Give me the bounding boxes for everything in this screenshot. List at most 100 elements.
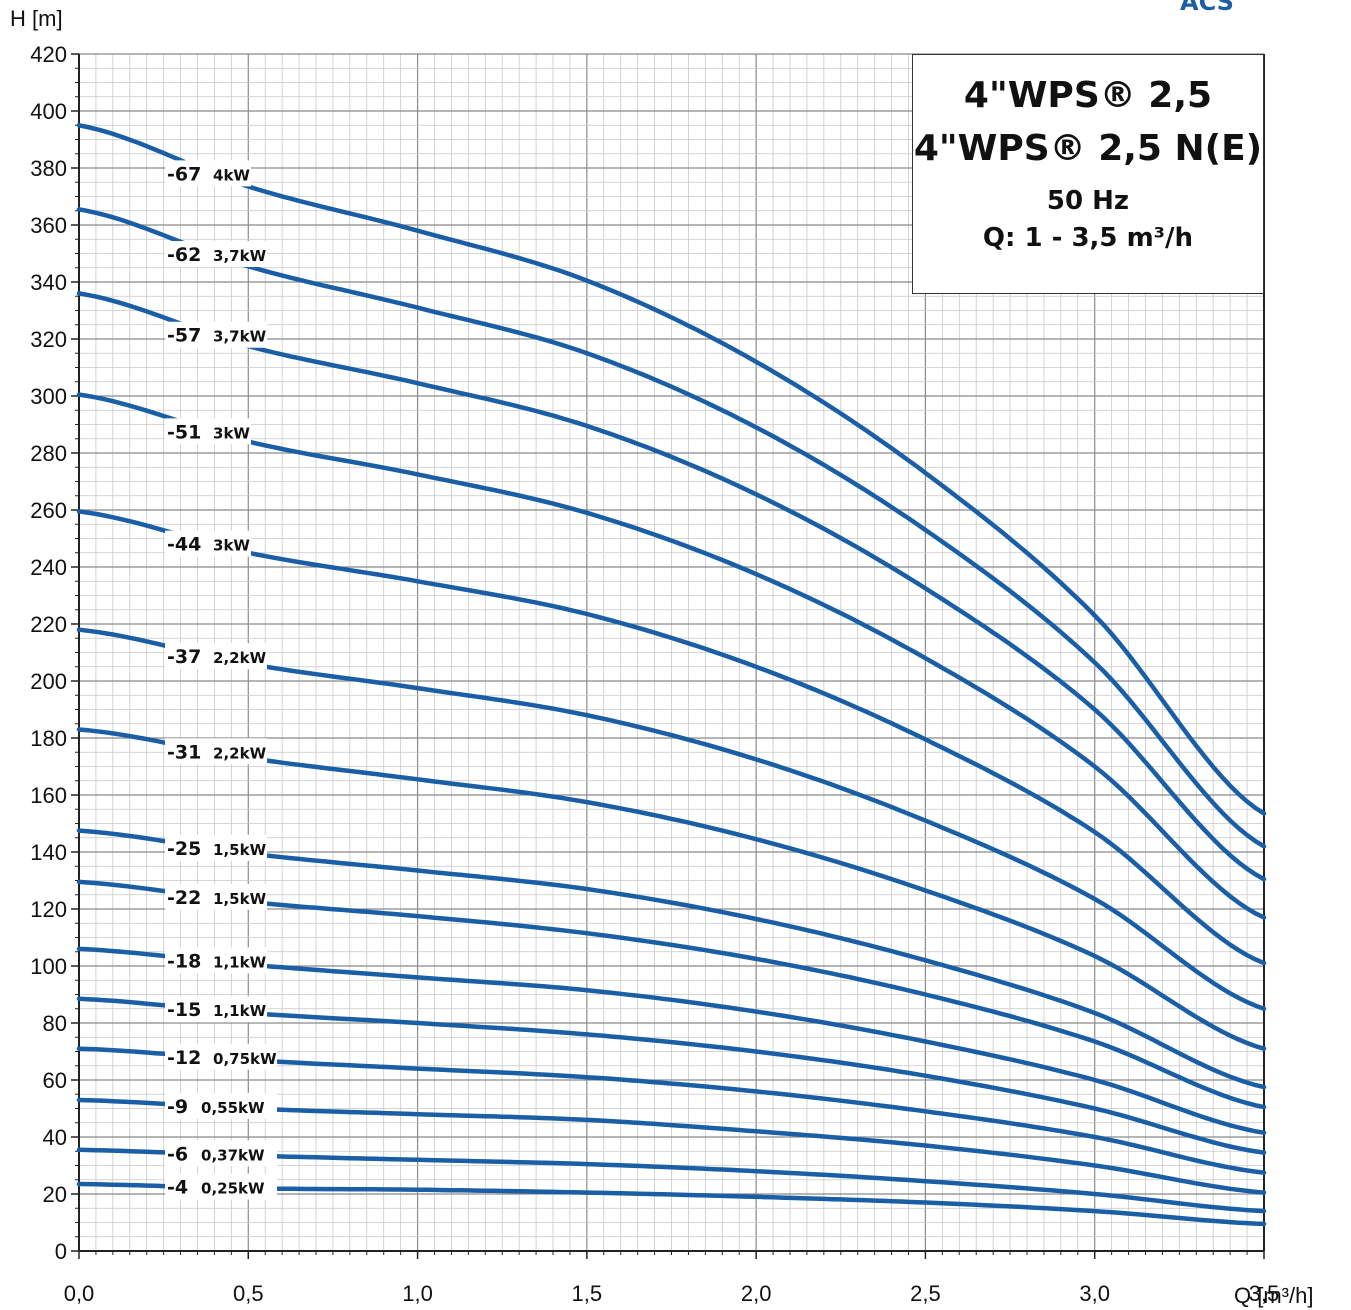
series-line-stage-67	[76, 123, 1267, 816]
series-line-stage-18	[76, 946, 1267, 1135]
series-line-stage-51	[76, 392, 1267, 920]
x-tick-label: 2,5	[910, 1281, 941, 1306]
x-tick-label: 1,0	[402, 1281, 433, 1306]
series-stage-label: -12	[167, 1047, 201, 1069]
series-label: -22 1,5kW	[165, 883, 268, 910]
x-axis-title: Q [m³/h]	[1234, 1283, 1313, 1308]
axes: 0 20 40 60 80 100 120 140 160 180 200 220 240 260 280 3…	[30, 42, 1279, 1306]
series-power-label: 3,7kW	[213, 328, 267, 346]
y-tick-label: 160	[30, 783, 67, 808]
y-tick-label: 40	[43, 1125, 67, 1150]
series-label: -51 3kW	[165, 418, 252, 445]
series-stage-label: -31	[167, 741, 201, 763]
series-power-label: 0,55kW	[201, 1099, 265, 1117]
y-tick-label: 120	[30, 897, 67, 922]
series-label: -25 1,5kW	[165, 834, 268, 861]
series-power-label: 1,1kW	[213, 1002, 267, 1020]
series-stage-label: -37	[167, 646, 201, 668]
y-tick-label: 180	[30, 726, 67, 751]
series-label-bg	[165, 1092, 278, 1119]
series-label: -4 0,25kW	[165, 1173, 278, 1200]
series-power-label: 1,1kW	[213, 953, 267, 971]
series-power-label: 4kW	[213, 166, 250, 184]
series-label: -62 3,7kW	[165, 241, 268, 268]
series-stage-label: -6	[167, 1143, 188, 1165]
x-tick-label: 0,5	[233, 1281, 264, 1306]
series-label: -44 3kW	[165, 530, 252, 557]
chart-title-box: 4"WPS® 2,5 4"WPS® 2,5 N(E) 50 Hz Q: 1 - …	[912, 54, 1264, 294]
title-frequency: 50 Hz	[1046, 186, 1130, 216]
series-label-bg	[165, 321, 268, 348]
series-line-stage-25	[76, 828, 1267, 1090]
series-label: -37 2,2kW	[165, 643, 268, 670]
series-labels: -4 0,25kW -6 0,37kW -9 0,55kW -12 0,75kW -15 1,1k…	[165, 160, 278, 1200]
y-tick-label: 400	[30, 99, 67, 124]
series-stage-label: -57	[167, 325, 201, 347]
series-label-bg	[165, 834, 268, 861]
series-label-bg	[165, 530, 252, 557]
series-label-bg	[165, 996, 268, 1023]
series-stage-label: -67	[167, 163, 201, 185]
series-stage-label: -51	[167, 421, 201, 443]
y-tick-label: 20	[43, 1182, 67, 1207]
series-stage-label: -22	[167, 887, 201, 909]
series-label: -15 1,1kW	[165, 996, 268, 1023]
y-tick-label: 220	[30, 612, 67, 637]
series-label-bg	[165, 241, 268, 268]
series-label-bg	[165, 1173, 278, 1200]
series-label-bg	[165, 738, 268, 765]
x-tick-label: 0,0	[64, 1281, 95, 1306]
series-line-stage-31	[76, 727, 1267, 1051]
series-power-label: 1,5kW	[213, 890, 267, 908]
series-label-bg	[165, 883, 268, 910]
title-model-line2: 4"WPS® 2,5 N(E)	[913, 128, 1263, 169]
y-tick-label: 360	[30, 213, 67, 238]
grid	[78, 53, 1265, 1252]
series-label-bg	[165, 643, 268, 670]
title-flow-range: Q: 1 - 3,5 m³/h	[982, 223, 1194, 253]
series-stage-label: -25	[167, 838, 201, 860]
series-stage-label: -15	[167, 999, 201, 1021]
series-stage-label: -62	[167, 244, 201, 266]
series-power-label: 0,25kW	[201, 1180, 265, 1198]
series-line-stage-44	[76, 509, 1267, 966]
y-tick-label: 300	[30, 384, 67, 409]
series-power-label: 0,75kW	[213, 1050, 277, 1068]
series-stage-label: -4	[167, 1177, 188, 1199]
series-power-label: 2,2kW	[213, 744, 267, 762]
series-label: -31 2,2kW	[165, 738, 268, 765]
series-label-bg	[165, 947, 268, 974]
y-tick-label: 140	[30, 840, 67, 865]
series-power-label: 2,2kW	[213, 649, 267, 667]
x-tick-label: 3,5	[1249, 1281, 1280, 1306]
series-power-label: 3kW	[213, 424, 250, 442]
series-line-stage-57	[76, 291, 1267, 882]
y-tick-label: 0	[55, 1239, 67, 1264]
title-model-line1: 4"WPS® 2,5	[963, 75, 1213, 116]
series-label: -12 0,75kW	[165, 1043, 278, 1070]
series-label: -67 4kW	[165, 160, 252, 187]
series-label: -9 0,55kW	[165, 1092, 278, 1119]
series-line-stage-22	[76, 879, 1267, 1110]
series-label-bg	[165, 160, 252, 187]
series-power-label: 1,5kW	[213, 841, 267, 859]
y-tick-label: 340	[30, 270, 67, 295]
y-tick-label: 320	[30, 327, 67, 352]
y-tick-label: 380	[30, 156, 67, 181]
series-label: -57 3,7kW	[165, 321, 268, 348]
series-stage-label: -9	[167, 1096, 188, 1118]
y-tick-label: 280	[30, 441, 67, 466]
brand-logo: ACS	[1180, 0, 1234, 16]
series-power-label: 3kW	[213, 537, 250, 555]
x-tick-label: 1,5	[572, 1281, 603, 1306]
series-label: -6 0,37kW	[165, 1140, 278, 1167]
y-tick-label: 80	[43, 1011, 67, 1036]
y-tick-label: 200	[30, 669, 67, 694]
series-label-bg	[165, 1043, 278, 1070]
x-tick-label: 2,0	[741, 1281, 772, 1306]
series-label-bg	[165, 1140, 278, 1167]
series-line-stage-62	[76, 207, 1267, 849]
series-line-stage-37	[76, 627, 1267, 1012]
series-line-stage-15	[76, 996, 1267, 1155]
